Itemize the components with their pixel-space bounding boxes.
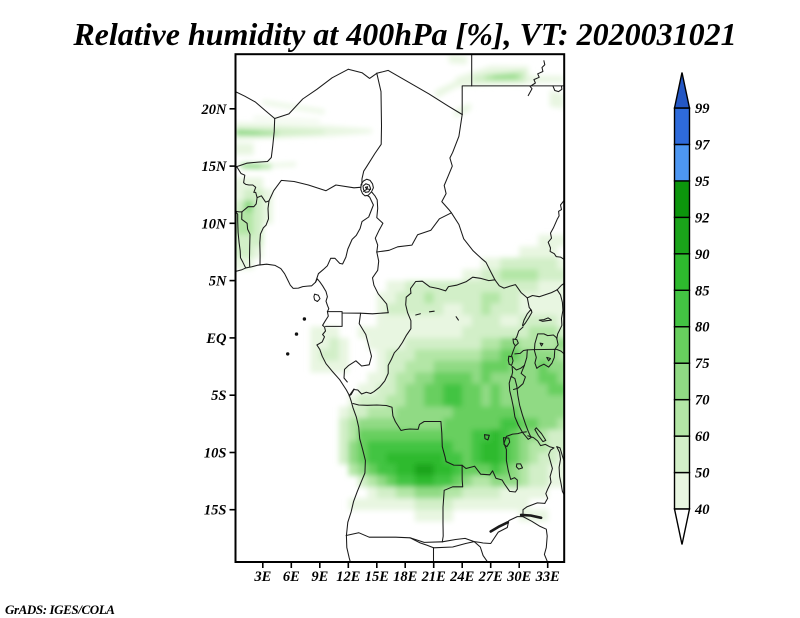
svg-text:15E: 15E bbox=[365, 569, 390, 585]
svg-text:21E: 21E bbox=[421, 569, 447, 585]
svg-text:15N: 15N bbox=[202, 159, 228, 175]
svg-text:18E: 18E bbox=[393, 569, 418, 585]
svg-text:92: 92 bbox=[695, 210, 710, 226]
svg-text:24E: 24E bbox=[449, 569, 475, 585]
svg-text:90: 90 bbox=[695, 247, 710, 263]
svg-text:27E: 27E bbox=[478, 569, 504, 585]
svg-text:50: 50 bbox=[695, 466, 710, 482]
svg-text:33E: 33E bbox=[535, 569, 561, 585]
svg-text:97: 97 bbox=[695, 137, 710, 153]
svg-text:3E: 3E bbox=[253, 569, 271, 585]
svg-text:40: 40 bbox=[694, 502, 710, 518]
svg-text:20N: 20N bbox=[201, 102, 228, 118]
svg-text:80: 80 bbox=[695, 320, 710, 336]
svg-text:5S: 5S bbox=[211, 388, 226, 404]
svg-text:9E: 9E bbox=[311, 569, 328, 585]
svg-text:85: 85 bbox=[695, 283, 710, 299]
svg-text:15S: 15S bbox=[204, 503, 227, 519]
svg-text:10N: 10N bbox=[202, 216, 228, 232]
svg-text:EQ: EQ bbox=[205, 331, 227, 347]
svg-text:12E: 12E bbox=[336, 569, 361, 585]
svg-text:10S: 10S bbox=[204, 446, 227, 462]
svg-text:6E: 6E bbox=[283, 569, 300, 585]
svg-text:5N: 5N bbox=[209, 274, 227, 290]
svg-text:75: 75 bbox=[695, 356, 710, 372]
svg-text:30E: 30E bbox=[506, 569, 532, 585]
svg-text:95: 95 bbox=[695, 174, 710, 190]
svg-text:60: 60 bbox=[695, 429, 710, 445]
svg-text:99: 99 bbox=[695, 101, 710, 117]
svg-text:70: 70 bbox=[695, 393, 710, 409]
